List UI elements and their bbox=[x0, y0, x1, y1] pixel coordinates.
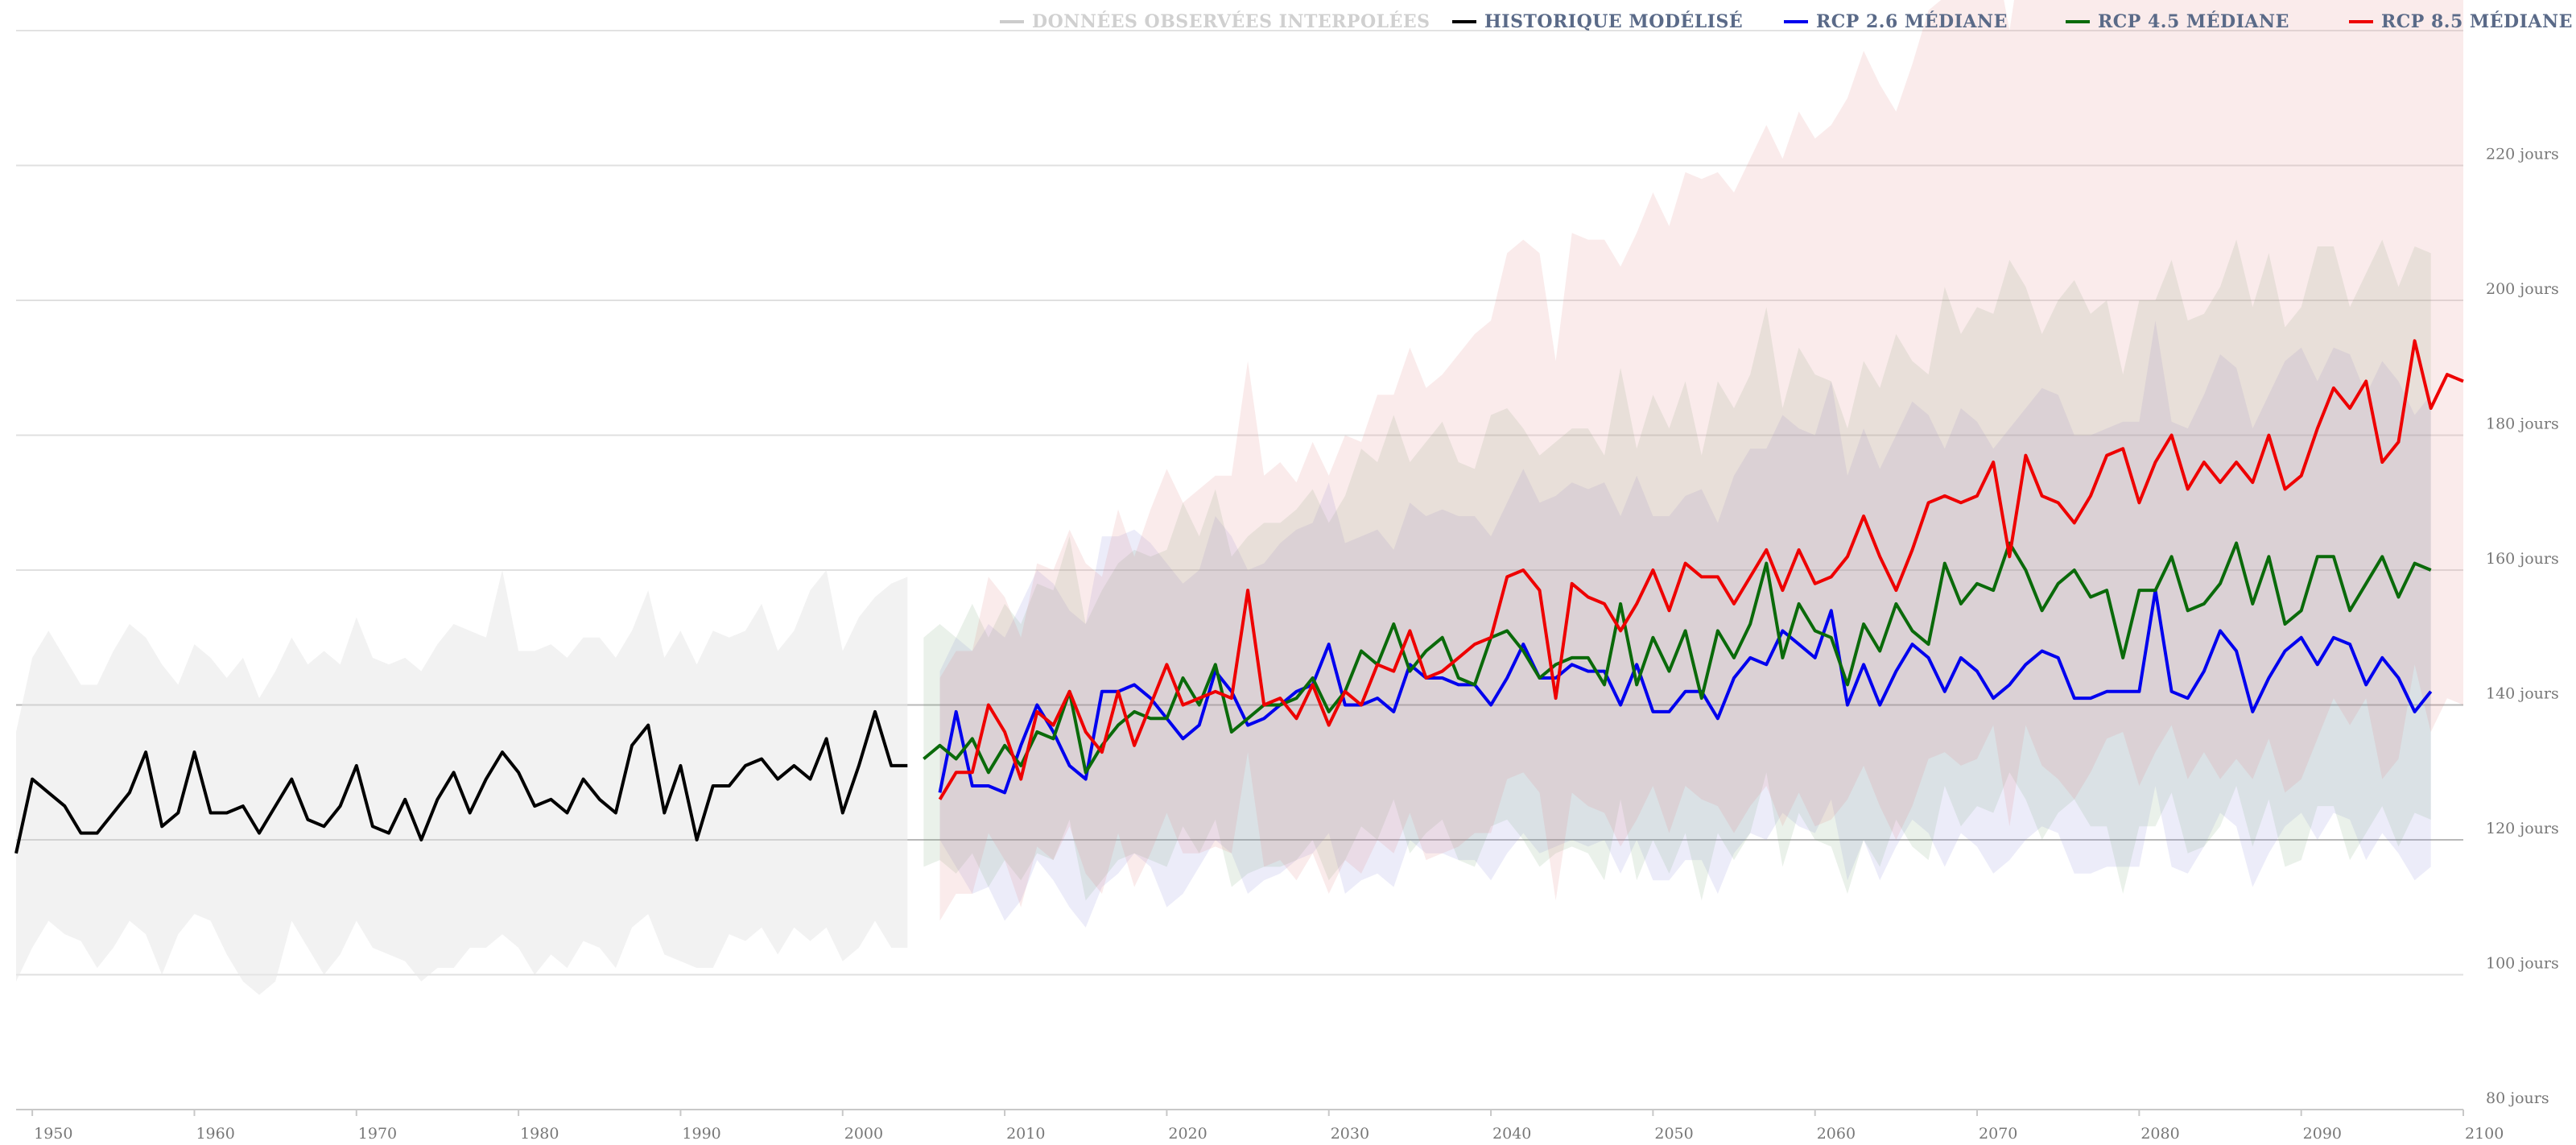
y-tick-label: 140 jours bbox=[2486, 685, 2559, 703]
legend-label-historique: HISTORIQUE MODÉLISÉ bbox=[1484, 11, 1744, 32]
legend-label-rcp85: RCP 8.5 MÉDIANE bbox=[2381, 11, 2573, 32]
hist-band bbox=[16, 570, 908, 995]
legend-item-historique[interactable]: HISTORIQUE MODÉLISÉ bbox=[1452, 11, 1743, 32]
legend-label-observed: DONNÉES OBSERVÉES INTERPOLÉES bbox=[1032, 11, 1430, 32]
y-tick-label: 160 jours bbox=[2486, 550, 2559, 568]
rcp26-band bbox=[939, 320, 2431, 928]
x-tick-label: 2000 bbox=[844, 1125, 883, 1143]
legend-item-rcp85[interactable]: RCP 8.5 MÉDIANE bbox=[2349, 11, 2573, 32]
legend: DONNÉES OBSERVÉES INTERPOLÉES HISTORIQUE… bbox=[0, 11, 2576, 37]
y-tick-label: 100 jours bbox=[2486, 955, 2559, 973]
x-tick-label: 2060 bbox=[1817, 1125, 1856, 1143]
rcp45-median-line[interactable] bbox=[923, 541, 2432, 775]
x-tick-label: 2050 bbox=[1654, 1125, 1693, 1143]
rcp45-band bbox=[923, 239, 2431, 901]
y-tick-label: 80 jours bbox=[2486, 1089, 2549, 1107]
y-tick-label: 120 jours bbox=[2486, 820, 2559, 837]
x-tick-label: 1970 bbox=[358, 1125, 397, 1143]
x-tick-label: 2080 bbox=[2140, 1125, 2179, 1143]
median-lines bbox=[14, 339, 2464, 854]
axes: 80 jours 100 jours 120 jours 140 jours 160 j… bbox=[16, 146, 2559, 1143]
y-tick-label: 200 jours bbox=[2486, 280, 2559, 298]
legend-label-rcp26: RCP 2.6 MÉDIANE bbox=[1816, 11, 2008, 32]
x-tick-label: 2070 bbox=[1979, 1125, 2017, 1143]
x-tick-label: 2090 bbox=[2303, 1125, 2342, 1143]
x-tick-label: 1950 bbox=[34, 1125, 72, 1143]
legend-item-rcp26[interactable]: RCP 2.6 MÉDIANE bbox=[1784, 11, 2008, 32]
rcp26-swatch-icon bbox=[1784, 20, 1808, 23]
rcp85-median-line[interactable] bbox=[938, 339, 2464, 800]
x-tick-label: 2100 bbox=[2465, 1125, 2504, 1143]
x-tick-label: 1990 bbox=[682, 1125, 720, 1143]
rcp85-band bbox=[939, 0, 2463, 921]
observed-swatch-icon bbox=[1000, 20, 1024, 23]
confidence-bands bbox=[16, 0, 2463, 995]
x-tick-label: 2040 bbox=[1492, 1125, 1531, 1143]
x-tick-label: 2010 bbox=[1006, 1125, 1045, 1143]
rcp26-median-line[interactable] bbox=[938, 589, 2433, 795]
x-tick-label: 1980 bbox=[520, 1125, 559, 1143]
rcp45-swatch-icon bbox=[2066, 20, 2090, 23]
x-tick-label: 2030 bbox=[1331, 1125, 1369, 1143]
legend-label-rcp45: RCP 4.5 MÉDIANE bbox=[2098, 11, 2289, 32]
historique-swatch-icon bbox=[1452, 20, 1476, 23]
legend-item-rcp45[interactable]: RCP 4.5 MÉDIANE bbox=[2066, 11, 2289, 32]
rcp85-swatch-icon bbox=[2349, 20, 2373, 23]
x-tick-label: 2020 bbox=[1168, 1125, 1207, 1143]
x-tick-label: 1960 bbox=[196, 1125, 234, 1143]
hist-median-line[interactable] bbox=[14, 709, 908, 854]
y-tick-label: 220 jours bbox=[2486, 146, 2559, 163]
legend-item-observed[interactable]: DONNÉES OBSERVÉES INTERPOLÉES bbox=[1000, 11, 1430, 32]
y-tick-label: 180 jours bbox=[2486, 415, 2559, 433]
